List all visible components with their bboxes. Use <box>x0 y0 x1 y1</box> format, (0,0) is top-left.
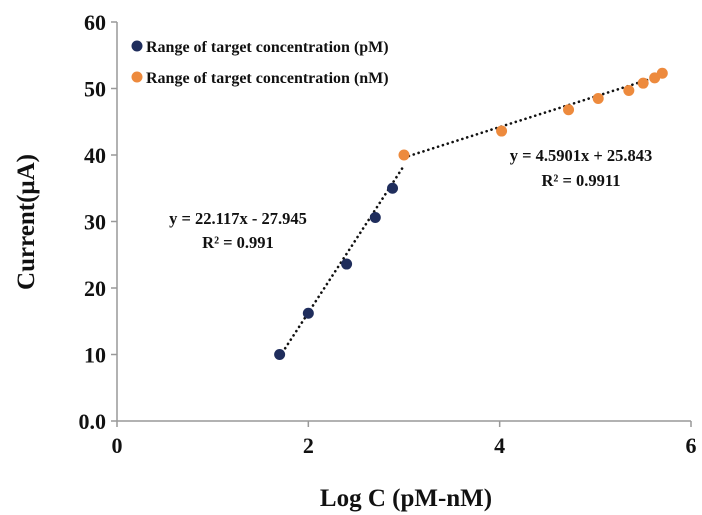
data-point-nm <box>398 149 410 161</box>
data-point-pm <box>274 349 286 360</box>
data-point-nm <box>496 125 508 137</box>
trendline-nm <box>402 73 664 159</box>
r2-nm: R² = 0.9911 <box>542 171 621 190</box>
legend-label-nm: Range of target concentration (nM) <box>146 70 389 87</box>
data-point-pm <box>369 212 381 224</box>
x-axis-title: Log C (pM-nM) <box>320 485 492 512</box>
data-point-nm <box>563 104 575 116</box>
legend-marker-nm <box>131 71 143 83</box>
y-tick-label: 40 <box>84 143 106 168</box>
equation-nm: y = 4.5901x + 25.843 <box>510 146 653 165</box>
x-tick-label: 2 <box>303 433 314 458</box>
r2-pm: R² = 0.991 <box>202 233 274 252</box>
legend-label-pm: Range of target concentration (pM) <box>146 39 389 56</box>
y-tick-label: 10 <box>84 343 106 368</box>
y-tick-label: 50 <box>84 77 106 102</box>
data-point-nm <box>592 92 604 104</box>
data-point-pm <box>387 182 399 194</box>
y-tick-label: 0.0 <box>79 409 107 434</box>
equation-pm: y = 22.117x - 27.945 <box>169 209 307 228</box>
x-tick-label: 6 <box>686 433 697 458</box>
x-tick-label: 0 <box>112 433 123 458</box>
data-point-nm <box>637 77 649 89</box>
y-tick-label: 20 <box>84 276 106 301</box>
legend: Range of target concentration (pM) Range… <box>131 39 389 87</box>
y-axis-title: Current(μA) <box>13 154 40 290</box>
trendline-pm <box>278 164 406 359</box>
data-point-pm <box>302 307 314 319</box>
legend-marker-pm <box>131 40 143 52</box>
data-point-pm <box>341 258 353 270</box>
data-point-nm <box>623 84 635 96</box>
x-tick-label: 4 <box>494 433 505 458</box>
y-tick-label: 60 <box>84 10 106 35</box>
y-tick-label: 30 <box>84 210 106 235</box>
data-point-nm <box>656 67 668 79</box>
